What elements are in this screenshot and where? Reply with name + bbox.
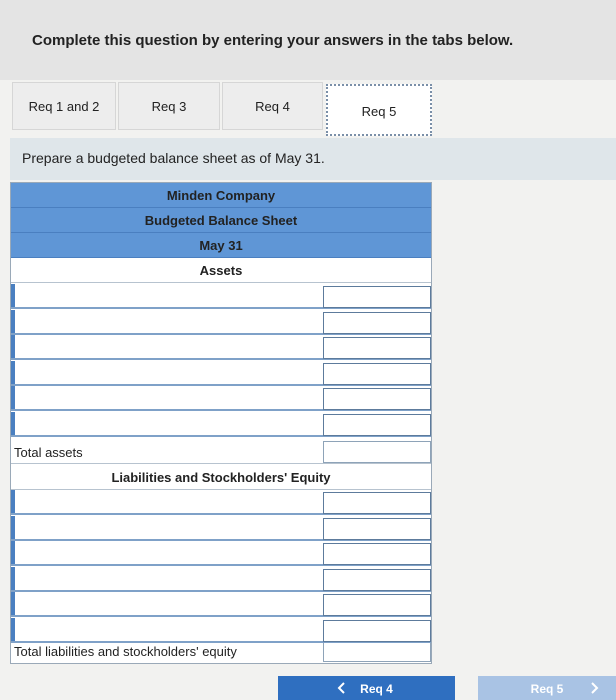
input-row: [11, 386, 431, 411]
next-label: Req 5: [530, 682, 564, 696]
prompt: Prepare a budgeted balance sheet as of M…: [10, 138, 616, 180]
account-input[interactable]: [11, 490, 327, 513]
amount-input[interactable]: [323, 413, 431, 436]
prev-label: Req 4: [360, 682, 393, 696]
table-title: Minden Company: [11, 183, 431, 208]
section-heading: Assets: [11, 258, 431, 283]
input-row: [11, 541, 431, 566]
section-heading: Liabilities and Stockholders' Equity: [11, 465, 431, 490]
table-title: Budgeted Balance Sheet: [11, 208, 431, 233]
input[interactable]: [323, 441, 431, 463]
balance-sheet-table: Minden Company Budgeted Balance Sheet Ma…: [10, 182, 432, 664]
account-input[interactable]: [11, 411, 327, 435]
next-button[interactable]: Req 5: [478, 676, 616, 700]
account-input[interactable]: [11, 541, 327, 564]
amount-input[interactable]: [323, 543, 431, 565]
instruction: Complete this question by entering your …: [32, 32, 514, 49]
amount-input[interactable]: [323, 286, 431, 308]
account-input[interactable]: [11, 592, 327, 615]
amount-input[interactable]: [323, 492, 431, 514]
account-input[interactable]: [11, 386, 327, 409]
total-label: Total liabilities and stockholders' equi…: [14, 644, 237, 659]
account-input[interactable]: [11, 309, 327, 333]
input-row: [11, 360, 431, 386]
amount-input[interactable]: [323, 619, 431, 642]
account-input[interactable]: [11, 617, 327, 641]
total-row: Total assets: [11, 440, 431, 464]
input-row: [11, 335, 431, 360]
chevron-right: [591, 682, 599, 694]
prev-button[interactable]: Req 4: [278, 676, 455, 700]
total-label: Total assets: [14, 445, 83, 460]
chevron-left: [337, 682, 345, 694]
table-title: May 31: [11, 233, 431, 258]
input-row: [11, 515, 431, 541]
amount-input[interactable]: [323, 594, 431, 616]
amount-input[interactable]: [323, 311, 431, 334]
tab[interactable]: Req 3: [118, 82, 220, 130]
input-row: [11, 617, 431, 643]
account-input[interactable]: [11, 335, 327, 358]
amount-input[interactable]: [323, 337, 431, 359]
amount-input[interactable]: [323, 388, 431, 410]
account-input[interactable]: [11, 515, 327, 539]
input-row: [11, 309, 431, 335]
input[interactable]: [323, 640, 431, 662]
account-input[interactable]: [11, 284, 327, 307]
amount-input[interactable]: [323, 568, 431, 591]
input-row: [11, 566, 431, 592]
account-input[interactable]: [11, 360, 327, 384]
input-row: [11, 592, 431, 617]
header: Complete this question by entering your …: [0, 0, 616, 80]
amount-input[interactable]: [323, 517, 431, 540]
total-row: Total liabilities and stockholders' equi…: [11, 639, 431, 663]
tab[interactable]: Req 4: [222, 82, 323, 130]
tab[interactable]: Req 1 and 2: [12, 82, 116, 130]
tab-active[interactable]: Req 5: [326, 84, 432, 136]
input-row: [11, 284, 431, 309]
input-row: [11, 490, 431, 515]
input-row: [11, 411, 431, 437]
amount-input[interactable]: [323, 362, 431, 385]
account-input[interactable]: [11, 566, 327, 590]
